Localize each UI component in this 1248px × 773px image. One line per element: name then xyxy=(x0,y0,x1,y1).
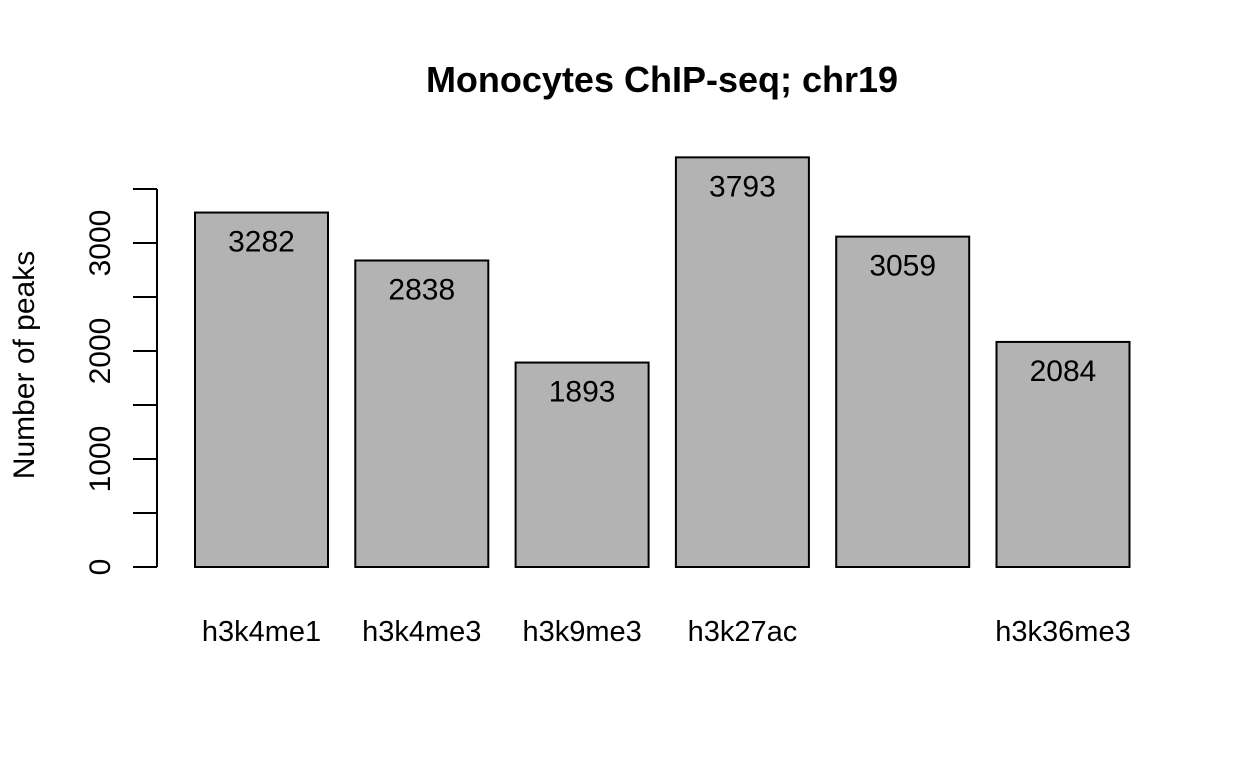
x-category-label: h3k4me3 xyxy=(362,616,481,648)
category-labels-group: h3k4me1 h3k4me3 h3k9me3 h3k27ac h3k36me3 xyxy=(202,616,1131,648)
x-category-label: h3k4me1 xyxy=(202,616,321,648)
bar xyxy=(514,361,650,568)
bar xyxy=(995,340,1131,569)
x-category-label: h3k27ac xyxy=(688,616,798,648)
bar xyxy=(354,259,490,568)
bar-value-label: 3282 xyxy=(228,226,295,259)
y-tick-label: 3000 xyxy=(84,210,117,277)
x-category-label: h3k9me3 xyxy=(522,616,641,648)
bar xyxy=(674,156,810,569)
y-tick-label: 1000 xyxy=(84,426,117,493)
bar-value-label: 2084 xyxy=(1030,355,1097,388)
bar xyxy=(835,235,971,569)
bars-group xyxy=(194,156,1131,569)
y-axis-label: Number of peaks xyxy=(8,251,41,479)
y-tick-label: 0 xyxy=(84,559,117,576)
y-axis: 0 1000 2000 3000 xyxy=(84,188,158,576)
bar-value-label: 2838 xyxy=(388,273,455,306)
x-category-label: h3k36me3 xyxy=(995,616,1130,648)
bar xyxy=(194,211,329,568)
bar-value-label: 3793 xyxy=(709,170,776,203)
bar-value-label: 3059 xyxy=(869,250,936,283)
chart-title: Monocytes ChIP-seq; chr19 xyxy=(426,59,898,100)
y-tick-label: 2000 xyxy=(84,318,117,385)
bar-value-label: 1893 xyxy=(549,376,616,409)
data-labels-group: 3282 2838 1893 3793 3059 2084 xyxy=(228,170,1096,408)
